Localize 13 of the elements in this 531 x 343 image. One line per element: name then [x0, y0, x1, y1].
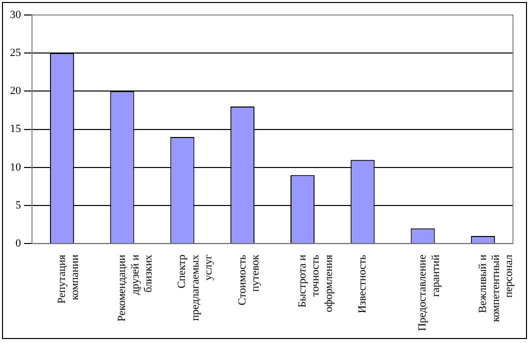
y-tick-label: 10: [10, 161, 22, 174]
x-tick-label: Предоставление гарантий: [416, 254, 442, 332]
y-tick-label: 5: [16, 199, 22, 212]
y-tick-label: 25: [10, 47, 22, 59]
x-tick-label: Репутация компании: [56, 254, 82, 304]
y-tick-label: 30: [10, 8, 22, 21]
x-tick-label: Рекомендации друзей и близких: [116, 254, 154, 322]
y-tick-label: 0: [16, 238, 22, 250]
y-tick-label: 20: [10, 85, 22, 98]
x-tick-label: Вежливый и компетентный персонал: [476, 254, 516, 322]
x-tick-label: Спектр предлагаемых услуг: [176, 254, 215, 321]
y-tick-label: 15: [10, 123, 22, 136]
x-tick-label: Известность: [356, 254, 369, 314]
